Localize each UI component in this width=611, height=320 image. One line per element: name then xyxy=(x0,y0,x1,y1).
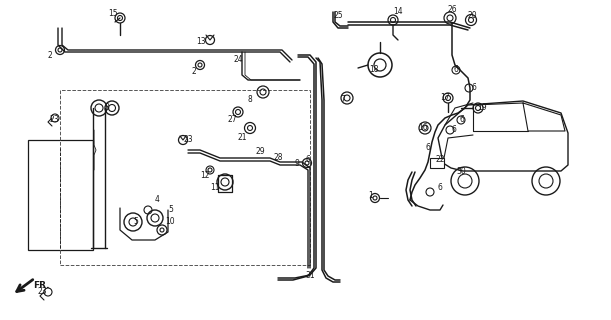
Text: 6: 6 xyxy=(305,156,310,164)
Text: 16: 16 xyxy=(418,124,428,132)
Text: 6: 6 xyxy=(459,116,464,124)
Text: 2: 2 xyxy=(48,51,53,60)
Text: FR.: FR. xyxy=(33,281,49,290)
Text: 23: 23 xyxy=(50,116,60,124)
Text: 9: 9 xyxy=(294,158,299,167)
Text: 27: 27 xyxy=(228,116,238,124)
Text: 18: 18 xyxy=(369,66,378,75)
Text: 6: 6 xyxy=(454,66,459,75)
Text: 4: 4 xyxy=(155,196,160,204)
Text: 11: 11 xyxy=(210,183,219,193)
Text: 19: 19 xyxy=(477,103,486,113)
Text: 15: 15 xyxy=(108,10,118,19)
FancyBboxPatch shape xyxy=(28,140,93,250)
Text: 8: 8 xyxy=(248,95,253,105)
Text: 23: 23 xyxy=(183,135,192,145)
Text: 3: 3 xyxy=(104,103,109,113)
Text: 14: 14 xyxy=(393,7,403,17)
Text: 22: 22 xyxy=(435,156,444,164)
Text: 1: 1 xyxy=(368,190,373,199)
Text: 28: 28 xyxy=(273,154,282,163)
Text: 2: 2 xyxy=(192,68,197,76)
FancyBboxPatch shape xyxy=(430,158,444,168)
Text: 26: 26 xyxy=(448,5,458,14)
Text: 23: 23 xyxy=(38,287,48,297)
Text: 24: 24 xyxy=(234,55,244,65)
Text: 25: 25 xyxy=(333,11,343,20)
Text: 7: 7 xyxy=(340,95,345,105)
Text: 5: 5 xyxy=(168,205,173,214)
Text: 21: 21 xyxy=(238,133,247,142)
Text: 13: 13 xyxy=(196,37,206,46)
Text: 10: 10 xyxy=(165,218,175,227)
Text: 30: 30 xyxy=(456,167,466,177)
Text: 5: 5 xyxy=(133,218,138,227)
Text: 6: 6 xyxy=(451,125,456,134)
Text: 17: 17 xyxy=(440,93,450,102)
Text: 29: 29 xyxy=(255,148,265,156)
Text: 6: 6 xyxy=(438,183,443,193)
Text: 6: 6 xyxy=(471,84,476,92)
Text: 31: 31 xyxy=(305,270,315,279)
Text: 12: 12 xyxy=(200,171,210,180)
Text: 6: 6 xyxy=(425,143,430,153)
Text: 20: 20 xyxy=(468,11,478,20)
